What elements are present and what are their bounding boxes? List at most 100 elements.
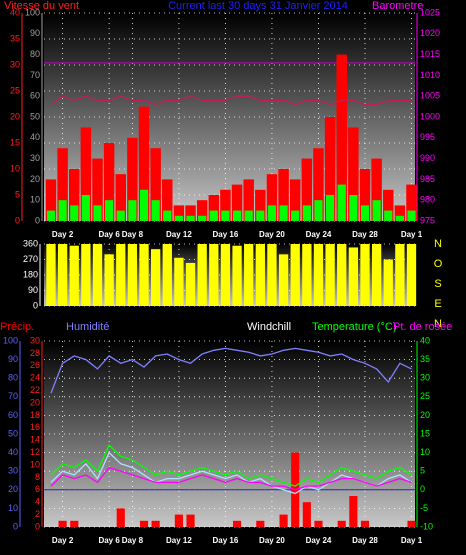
bar: [278, 254, 289, 306]
y3-tick-label: 20: [30, 397, 40, 407]
y3-tick-label: 80: [30, 49, 40, 59]
bar: [337, 520, 346, 527]
bar: [69, 169, 80, 221]
bar: [407, 210, 416, 221]
y2-tick-label: 0: [420, 484, 425, 494]
bar: [209, 210, 218, 221]
y-tick-label: 0: [15, 215, 20, 225]
bar: [150, 148, 161, 221]
y2-tick-label: 15: [420, 428, 430, 438]
bar: [302, 205, 311, 221]
bar: [139, 520, 149, 527]
bar: [326, 195, 335, 221]
x-tick-label: Day 8: [122, 230, 144, 239]
bar: [220, 244, 231, 306]
y3-tick-label: 22: [30, 385, 40, 395]
y3-tick-label: 28: [30, 348, 40, 358]
bar: [221, 210, 230, 221]
y-tick-label: 100: [3, 335, 18, 345]
y-tick-label: 30: [8, 466, 18, 476]
y-tick-label: 35: [10, 33, 20, 43]
direction-label: O: [434, 258, 443, 270]
bar: [232, 245, 242, 306]
bar: [104, 254, 114, 306]
y-tick-label: 20: [10, 111, 20, 121]
x-tick-label: Day 20: [259, 230, 285, 239]
x-tick-label: Day 28: [352, 230, 378, 239]
bar: [395, 244, 405, 306]
y3-tick-label: 6: [35, 484, 40, 494]
bar: [162, 244, 172, 306]
bar: [360, 520, 370, 527]
y2-tick-label: 35: [420, 354, 430, 364]
bar: [279, 205, 288, 221]
bar: [324, 117, 336, 221]
bar: [348, 127, 359, 221]
y2-tick-label: 990: [420, 153, 435, 163]
y3-tick-label: 30: [30, 335, 40, 345]
bar: [174, 257, 184, 306]
bar: [57, 244, 68, 306]
y3-tick-label: 60: [30, 91, 40, 101]
bar: [289, 179, 301, 221]
bar: [220, 189, 231, 221]
bar: [349, 195, 358, 221]
y-axis-title: Vitesse du vent: [4, 0, 79, 12]
x-tick-label: Day 2: [52, 536, 74, 545]
y2-tick-label: 1000: [420, 111, 440, 121]
bar: [174, 215, 183, 221]
bar: [92, 158, 103, 221]
direction-label: N: [434, 238, 442, 250]
x-tick-label: Day 1: [401, 536, 423, 545]
y3-tick-label: 0: [35, 521, 40, 531]
bar: [232, 520, 242, 527]
y2-axis-title: Barometre: [372, 0, 423, 12]
y-tick-label: 70: [8, 391, 18, 401]
y-tick-label: 360: [23, 238, 38, 248]
y-tick-label: 5: [15, 189, 20, 199]
y-tick-label: 15: [10, 137, 20, 147]
bar: [244, 244, 254, 306]
bar: [103, 143, 115, 221]
bar: [394, 205, 406, 221]
bar: [337, 244, 347, 306]
bar: [46, 210, 56, 221]
y-tick-label: 50: [8, 428, 18, 438]
bar: [302, 502, 311, 527]
bar: [371, 244, 382, 306]
bar: [69, 245, 79, 306]
y3-tick-label: 12: [30, 447, 40, 457]
x-tick-label: Day 2: [52, 230, 74, 239]
bar: [163, 210, 172, 221]
x-tick-label: Day 16: [213, 230, 239, 239]
line: [50, 466, 412, 491]
bar: [383, 189, 394, 221]
bar: [232, 210, 242, 221]
bar: [278, 169, 289, 221]
y3-tick-label: 10: [30, 195, 40, 205]
y3-tick-label: 14: [30, 435, 40, 445]
direction-label: E: [434, 298, 441, 310]
x-tick-label: Day 6: [98, 536, 120, 545]
y2-tick-label: 975: [420, 215, 435, 225]
y2-tick-label: 20: [420, 410, 430, 420]
y3-tick-label: 30: [30, 153, 40, 163]
bar: [81, 195, 90, 221]
y3-tick-label: 90: [30, 28, 40, 38]
y-tick-label: 0: [33, 300, 38, 310]
y2-tick-label: 1010: [420, 70, 440, 80]
x-tick-label: Day 1: [401, 230, 423, 239]
bar: [150, 249, 161, 306]
y3-tick-label: 70: [30, 70, 40, 80]
bar: [407, 520, 416, 527]
y3-tick-label: 24: [30, 373, 40, 383]
x-tick-label: Day 28: [352, 536, 378, 545]
bar: [371, 158, 382, 221]
bar: [383, 259, 393, 306]
bar: [198, 215, 207, 221]
bar: [116, 244, 126, 306]
y2-tick-label: 980: [420, 195, 435, 205]
bar: [266, 174, 278, 221]
bar: [372, 200, 381, 221]
bar: [208, 195, 220, 221]
